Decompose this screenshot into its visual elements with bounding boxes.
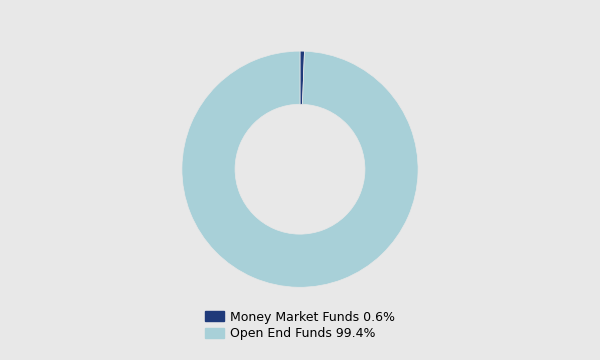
Legend: Money Market Funds 0.6%, Open End Funds 99.4%: Money Market Funds 0.6%, Open End Funds … [199,304,401,347]
Wedge shape [300,51,304,104]
Wedge shape [182,51,418,287]
